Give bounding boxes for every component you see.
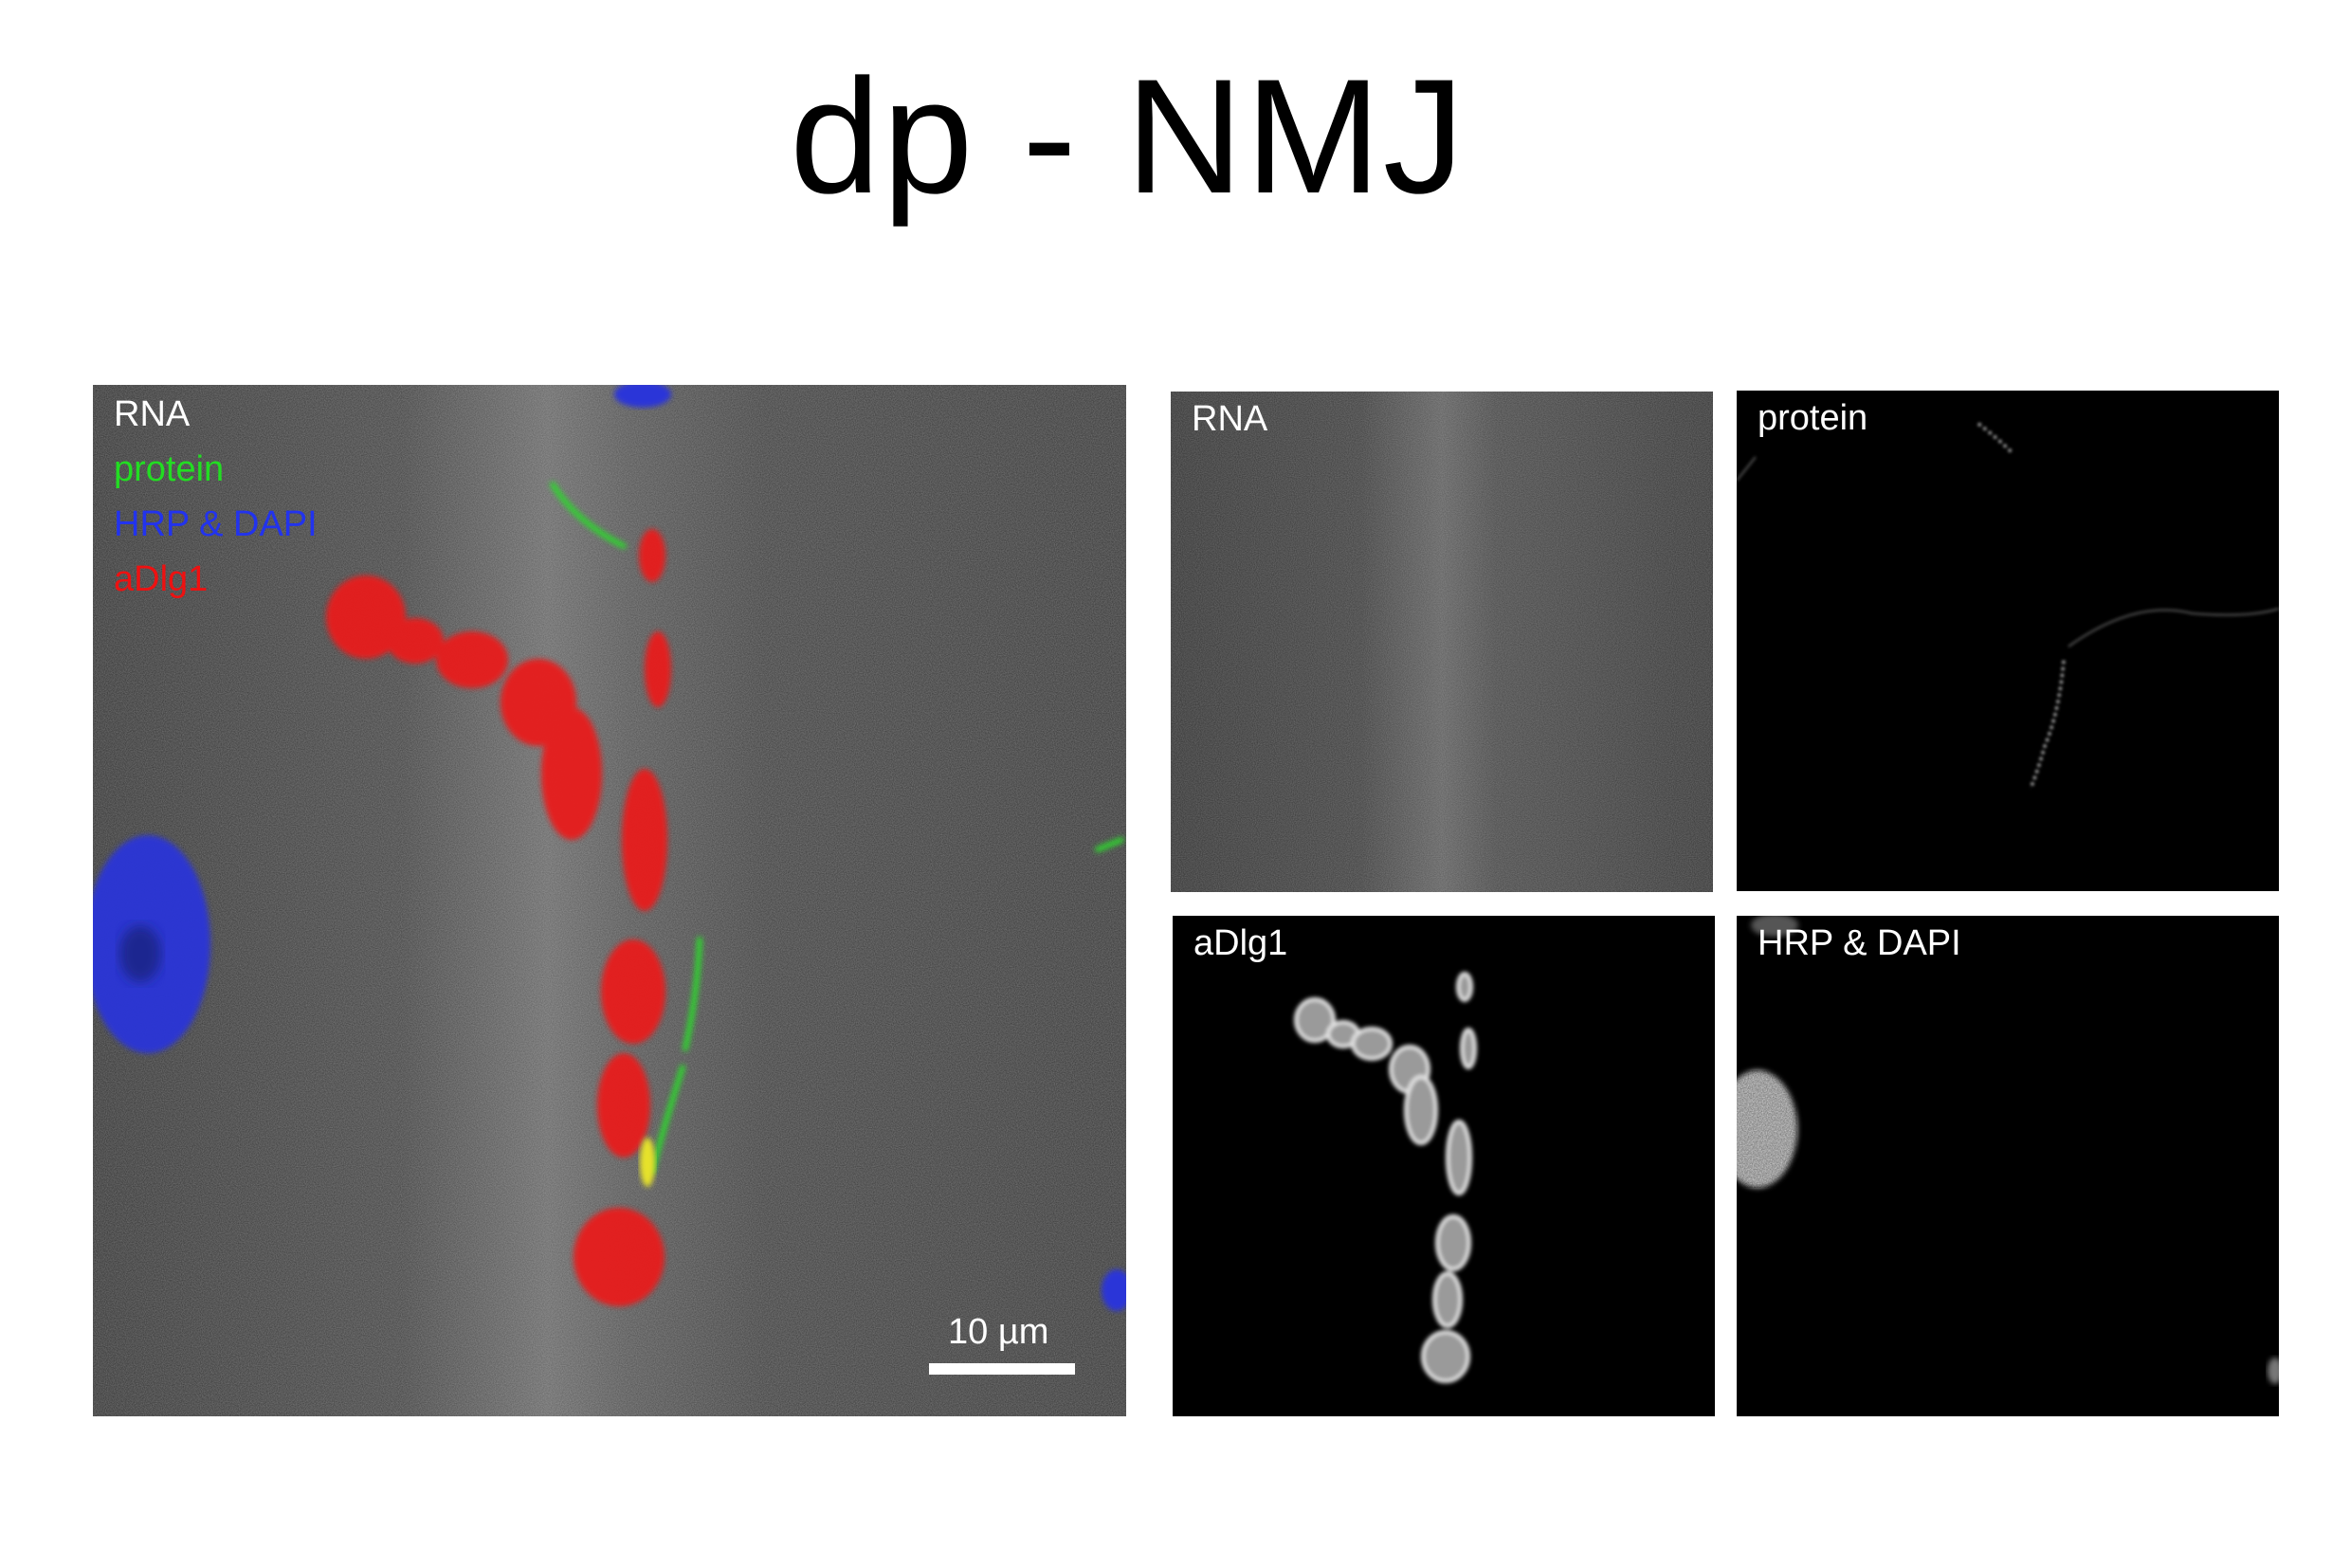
legend-adlg1: aDlg1 [114, 559, 209, 599]
protein-micrograph [1737, 391, 2279, 891]
hrp-dapi-micrograph [1737, 916, 2279, 1416]
channel-legend: RNA protein HRP & DAPI aDlg1 [114, 396, 318, 616]
hrp-dapi-channel-panel: HRP & DAPI [1737, 916, 2279, 1416]
rna-panel-label: RNA [1192, 399, 1268, 439]
rna-channel-panel: RNA [1171, 392, 1713, 892]
composite-micrograph [93, 385, 1126, 1416]
legend-hrp-dapi: HRP & DAPI [114, 504, 318, 544]
legend-rna: RNA [114, 394, 191, 434]
adlg1-channel-panel: aDlg1 [1173, 916, 1715, 1416]
composite-image-panel: RNA protein HRP & DAPI aDlg1 10 µm [93, 385, 1126, 1416]
scale-bar-label: 10 µm [948, 1312, 1049, 1352]
rna-micrograph [1171, 392, 1713, 892]
adlg1-micrograph [1173, 916, 1715, 1416]
adlg1-panel-label: aDlg1 [1193, 923, 1288, 963]
hrp-dapi-panel-label: HRP & DAPI [1758, 923, 1961, 963]
protein-panel-label: protein [1758, 398, 1868, 438]
figure-title: dp - NMJ [790, 46, 1466, 228]
legend-protein: protein [114, 449, 225, 489]
scale-bar [929, 1363, 1075, 1375]
protein-channel-panel: protein [1737, 391, 2279, 891]
